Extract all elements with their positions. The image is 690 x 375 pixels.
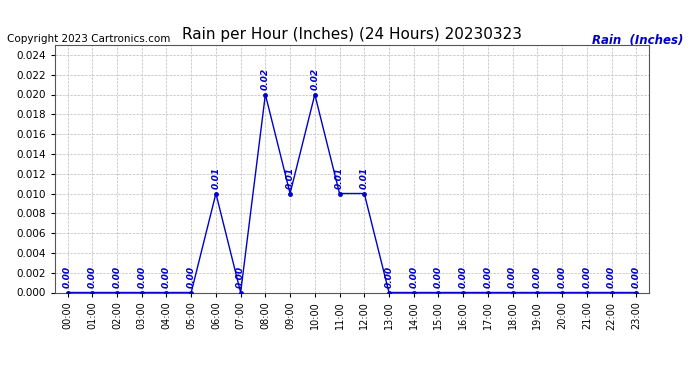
Text: 0.00: 0.00 [533, 266, 542, 288]
Text: 0.00: 0.00 [607, 266, 616, 288]
Text: 0.00: 0.00 [459, 266, 468, 288]
Text: 0.02: 0.02 [310, 68, 319, 90]
Text: Copyright 2023 Cartronics.com: Copyright 2023 Cartronics.com [7, 34, 170, 44]
Text: 0.00: 0.00 [508, 266, 517, 288]
Text: 0.00: 0.00 [409, 266, 418, 288]
Text: 0.00: 0.00 [112, 266, 121, 288]
Text: Rain  (Inches): Rain (Inches) [592, 34, 683, 47]
Title: Rain per Hour (Inches) (24 Hours) 20230323: Rain per Hour (Inches) (24 Hours) 202303… [182, 27, 522, 42]
Text: 0.00: 0.00 [384, 266, 393, 288]
Text: 0.00: 0.00 [88, 266, 97, 288]
Text: 0.00: 0.00 [187, 266, 196, 288]
Text: 0.01: 0.01 [335, 167, 344, 189]
Text: 0.01: 0.01 [286, 167, 295, 189]
Text: 0.00: 0.00 [582, 266, 591, 288]
Text: 0.01: 0.01 [359, 167, 368, 189]
Text: 0.00: 0.00 [484, 266, 493, 288]
Text: 0.00: 0.00 [434, 266, 443, 288]
Text: 0.00: 0.00 [236, 266, 245, 288]
Text: 0.00: 0.00 [63, 266, 72, 288]
Text: 0.01: 0.01 [211, 167, 220, 189]
Text: 0.02: 0.02 [261, 68, 270, 90]
Text: 0.00: 0.00 [632, 266, 641, 288]
Text: 0.00: 0.00 [162, 266, 171, 288]
Text: 0.00: 0.00 [137, 266, 146, 288]
Text: 0.00: 0.00 [558, 266, 566, 288]
